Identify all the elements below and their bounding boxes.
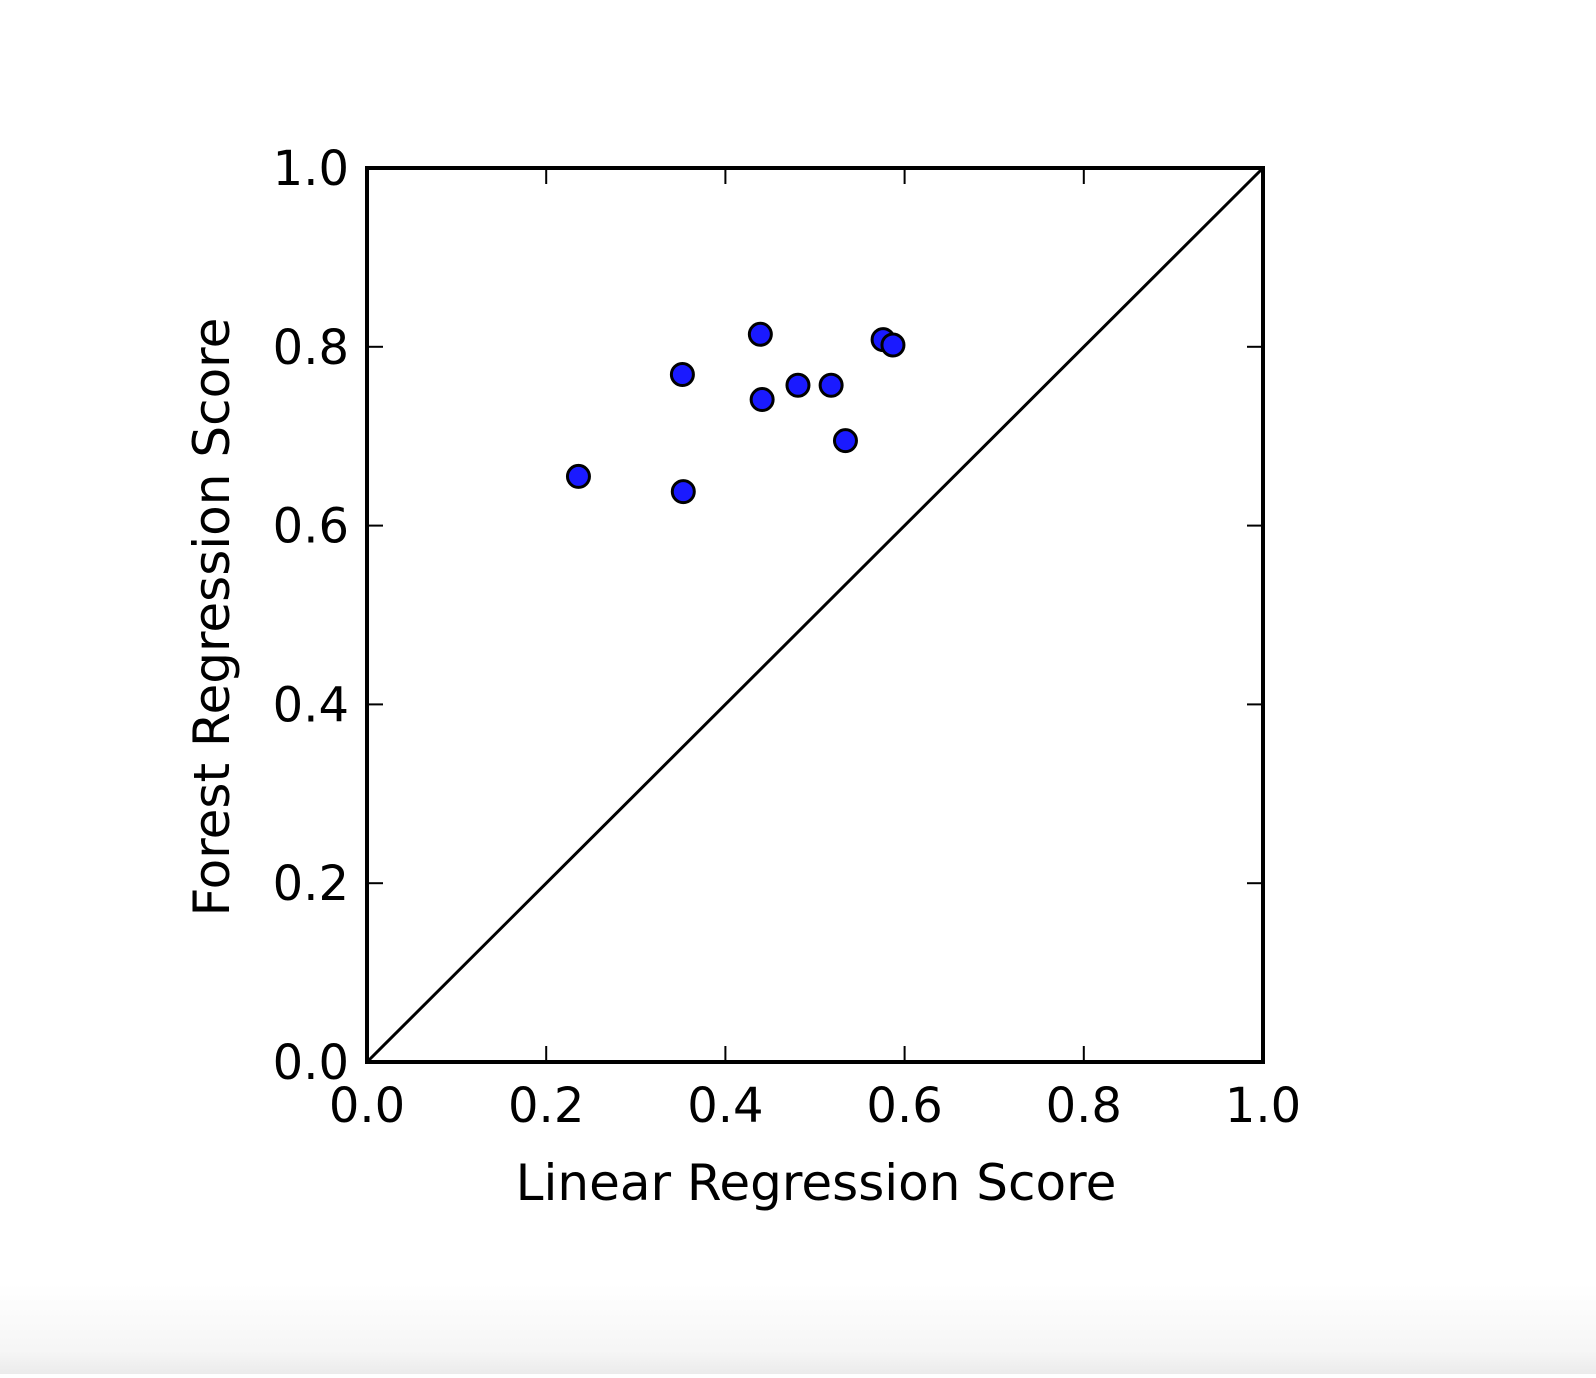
y-tick-label: 0.2 xyxy=(273,856,349,912)
data-point xyxy=(749,387,775,413)
x-tick-label: 1.0 xyxy=(1225,1078,1301,1134)
y-tick-label: 0.6 xyxy=(273,499,349,555)
y-tick-label: 1.0 xyxy=(273,141,349,197)
plot-frame xyxy=(365,166,1265,1064)
y-axis-label: Forest Regression Score xyxy=(183,318,241,917)
x-tick-label: 0.0 xyxy=(329,1078,405,1134)
data-point xyxy=(880,332,906,358)
data-point xyxy=(747,321,773,347)
reference-diagonal-line xyxy=(365,166,1265,1064)
x-tick-label: 0.2 xyxy=(508,1078,584,1134)
x-tick-label: 0.8 xyxy=(1046,1078,1122,1134)
data-point xyxy=(818,372,844,398)
x-axis-label: Linear Regression Score xyxy=(516,1154,1117,1212)
data-point xyxy=(832,428,858,454)
x-tick-label: 0.6 xyxy=(866,1078,942,1134)
data-point xyxy=(565,463,591,489)
y-tick-label: 0.4 xyxy=(273,677,349,733)
data-point xyxy=(669,362,695,388)
y-tick-label: 0.8 xyxy=(273,320,349,376)
data-point xyxy=(670,479,696,505)
data-point xyxy=(785,372,811,398)
x-tick-label: 0.4 xyxy=(687,1078,763,1134)
y-tick-label: 0.0 xyxy=(273,1035,349,1091)
